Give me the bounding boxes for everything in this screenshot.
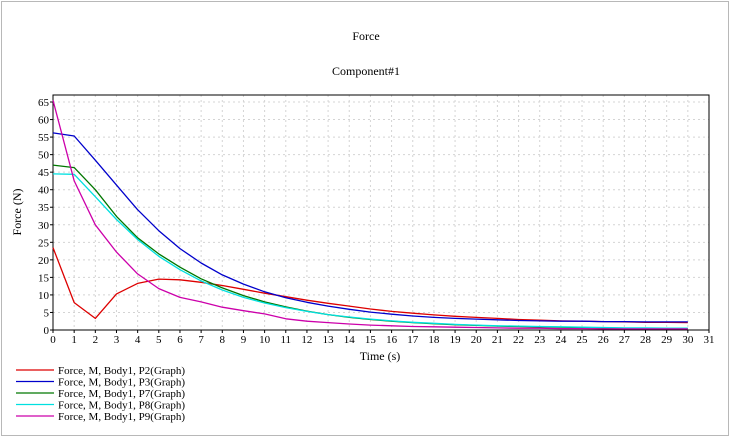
x-tick-label: 9 bbox=[241, 334, 247, 346]
legend-label: Force, M, Body1, P2(Graph) bbox=[58, 365, 185, 377]
x-axis-ticks: 0 1 2 3 4 5 6 7 8 9 10 11 12 13 14 15 16 17 18 19 20 21 22 23 24… bbox=[50, 330, 715, 346]
x-tick-label: 0 bbox=[50, 334, 56, 346]
x-tick-label: 11 bbox=[280, 334, 291, 346]
y-tick-label: 40 bbox=[38, 185, 50, 197]
y-tick-label: 20 bbox=[38, 255, 50, 267]
y-tick-label: 30 bbox=[38, 220, 50, 232]
y-tick-label: 0 bbox=[44, 325, 50, 337]
y-tick-label: 65 bbox=[38, 97, 50, 109]
x-tick-label: 1 bbox=[71, 334, 77, 346]
legend: Force, M, Body1, P2(Graph)Force, M, Body… bbox=[16, 365, 185, 423]
series-lines bbox=[52, 100, 688, 330]
x-tick-label: 15 bbox=[365, 334, 377, 346]
y-axis-label: Force (N) bbox=[10, 189, 24, 236]
x-tick-label: 17 bbox=[407, 334, 419, 346]
x-tick-label: 20 bbox=[471, 334, 483, 346]
x-tick-label: 14 bbox=[344, 334, 356, 346]
y-tick-label: 50 bbox=[38, 150, 50, 162]
chart-subtitle: Component#1 bbox=[332, 64, 400, 78]
series-line-5 bbox=[52, 100, 688, 330]
x-tick-label: 24 bbox=[555, 334, 567, 346]
x-axis-label: Time (s) bbox=[360, 349, 401, 363]
y-tick-label: 10 bbox=[38, 290, 50, 302]
x-tick-label: 3 bbox=[114, 334, 120, 346]
legend-label: Force, M, Body1, P9(Graph) bbox=[58, 411, 185, 423]
x-tick-label: 16 bbox=[386, 334, 398, 346]
x-tick-label: 31 bbox=[704, 334, 715, 346]
x-tick-label: 27 bbox=[619, 334, 631, 346]
y-tick-label: 45 bbox=[38, 167, 50, 179]
y-tick-label: 25 bbox=[38, 237, 50, 249]
legend-label: Force, M, Body1, P7(Graph) bbox=[58, 388, 185, 400]
x-tick-label: 26 bbox=[598, 334, 610, 346]
x-tick-label: 4 bbox=[135, 334, 141, 346]
x-tick-label: 29 bbox=[661, 334, 673, 346]
plot-area bbox=[52, 94, 710, 331]
x-tick-label: 25 bbox=[577, 334, 589, 346]
x-tick-label: 6 bbox=[177, 334, 183, 346]
grid-lines bbox=[53, 95, 709, 330]
x-tick-label: 23 bbox=[534, 334, 546, 346]
y-tick-label: 5 bbox=[44, 307, 50, 319]
x-tick-label: 5 bbox=[156, 334, 162, 346]
x-tick-label: 21 bbox=[492, 334, 503, 346]
series-line-2 bbox=[52, 132, 688, 323]
x-tick-label: 19 bbox=[450, 334, 462, 346]
legend-label: Force, M, Body1, P8(Graph) bbox=[58, 400, 185, 412]
y-axis-ticks: 0 5 10 15 20 25 30 35 40 45 50 55 60 65 bbox=[38, 97, 53, 337]
x-tick-label: 13 bbox=[323, 334, 335, 346]
series-line-4 bbox=[52, 173, 688, 329]
y-tick-label: 60 bbox=[38, 115, 50, 127]
x-tick-label: 10 bbox=[259, 334, 271, 346]
legend-label: Force, M, Body1, P3(Graph) bbox=[58, 377, 185, 389]
chart-title: Force bbox=[352, 29, 379, 43]
x-tick-label: 8 bbox=[220, 334, 226, 346]
y-tick-label: 15 bbox=[38, 272, 50, 284]
x-tick-label: 12 bbox=[301, 334, 312, 346]
x-tick-label: 28 bbox=[640, 334, 652, 346]
y-tick-label: 35 bbox=[38, 202, 50, 214]
x-tick-label: 30 bbox=[682, 334, 694, 346]
x-tick-label: 7 bbox=[198, 334, 204, 346]
x-tick-label: 2 bbox=[93, 334, 99, 346]
x-tick-label: 18 bbox=[428, 334, 440, 346]
y-tick-label: 55 bbox=[38, 132, 50, 144]
x-tick-label: 22 bbox=[513, 334, 524, 346]
